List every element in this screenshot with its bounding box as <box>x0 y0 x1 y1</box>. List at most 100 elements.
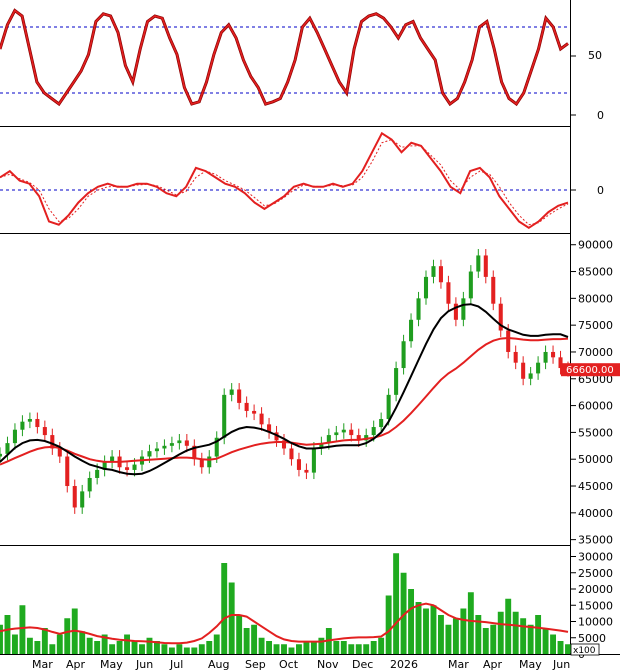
candle-body <box>12 429 17 444</box>
volume-bar <box>79 631 86 654</box>
volume-bar <box>4 615 11 654</box>
volume-bar <box>41 628 48 654</box>
volume-tick-label: 25000 <box>578 567 613 580</box>
volume-bar <box>213 634 220 654</box>
oscillator-signal-line <box>0 139 569 226</box>
volume-bar <box>266 641 273 654</box>
volume-bar <box>236 615 243 654</box>
volume-bar <box>557 641 564 654</box>
last-price-tag: 66600.00 <box>561 363 620 377</box>
candle-body <box>401 341 406 369</box>
volume-bar <box>168 647 175 654</box>
volume-y-axis: 300002500020000150001000050000 <box>570 551 613 661</box>
volume-bar <box>512 611 519 654</box>
x-tick-label: Mar <box>32 658 53 671</box>
volume-bar <box>467 592 474 654</box>
volume-bar <box>273 644 280 654</box>
volume-bar <box>452 618 459 654</box>
candle-body <box>423 276 429 299</box>
price-tick-label: 80000 <box>578 292 613 305</box>
candle-body <box>177 440 182 444</box>
candle-body <box>95 469 100 478</box>
x-tick-label: Mar <box>448 658 469 671</box>
oscillator-tick-label: 0 <box>597 184 604 197</box>
volume-bar <box>198 644 205 654</box>
x-tick-label: Apr <box>66 658 86 671</box>
volume-tick-label: 30000 <box>578 551 613 564</box>
volume-tick-label: 15000 <box>578 599 613 612</box>
candle-body <box>184 440 189 446</box>
volume-bar <box>482 628 489 654</box>
candle-body <box>267 424 272 433</box>
candle-body <box>409 319 414 342</box>
candle-body <box>237 389 242 403</box>
candle-body <box>386 394 391 419</box>
candle-body <box>72 486 77 508</box>
candle-body <box>87 477 92 492</box>
volume-unit-label: x100 <box>570 643 600 656</box>
x-tick-label: Dec <box>352 658 373 671</box>
candle-body <box>207 456 212 468</box>
candle-body <box>394 368 399 395</box>
candle-body <box>461 298 466 320</box>
volume-unit-text: x100 <box>573 646 596 656</box>
volume-bar <box>542 628 549 654</box>
candle-body <box>65 456 70 487</box>
volume-bar <box>355 644 362 654</box>
price-tick-label: 45000 <box>578 480 613 493</box>
volume-bar <box>191 647 198 654</box>
candle-body <box>483 255 488 277</box>
volume-bar <box>430 605 437 654</box>
price-tick-label: 75000 <box>578 319 613 332</box>
candle-body <box>551 351 556 358</box>
volume-bar <box>378 637 385 654</box>
x-tick-label: Jul <box>169 658 183 671</box>
candle-body <box>311 448 316 473</box>
price-tick-label: 90000 <box>578 239 613 252</box>
stoch-line <box>0 9 569 106</box>
x-tick-label: Nov <box>317 658 339 671</box>
volume-bar <box>288 647 295 654</box>
volume-bar <box>460 608 467 654</box>
volume-bar <box>535 615 542 654</box>
moving-average-long-line <box>0 336 569 466</box>
candle-body <box>296 459 301 470</box>
volume-tick-label: 5000 <box>578 632 606 645</box>
candle-body <box>222 394 227 438</box>
volume-tick-label: 10000 <box>578 616 613 629</box>
volume-bar <box>94 641 101 654</box>
candle-body <box>498 303 503 331</box>
volume-bar <box>295 644 302 654</box>
volume-bar <box>228 582 235 654</box>
volume-unit-box <box>570 643 600 656</box>
candle-body <box>244 402 249 411</box>
last-price-tag-box <box>561 363 620 377</box>
candle-body <box>319 443 324 449</box>
x-tick-label: Sep <box>245 658 266 671</box>
volume-bar <box>370 641 377 654</box>
volume-bar <box>505 598 512 654</box>
volume-bar <box>34 641 41 654</box>
candle-body <box>513 351 518 363</box>
volume-bar <box>161 644 168 654</box>
candle-body <box>102 461 107 470</box>
volume-bar <box>437 615 444 654</box>
volume-panel <box>0 553 571 654</box>
volume-bar <box>445 624 452 654</box>
candle-body <box>349 429 354 436</box>
volume-bar <box>318 637 325 654</box>
volume-bar <box>400 572 407 654</box>
oscillator-line <box>0 131 569 229</box>
volume-bar <box>565 644 571 654</box>
volume-bar <box>116 641 123 654</box>
candle-body <box>50 435 55 449</box>
volume-bar <box>423 608 429 654</box>
stoch-tick-label: 50 <box>588 49 602 62</box>
candle-body <box>326 435 331 444</box>
candle-body <box>438 266 443 283</box>
volume-bar <box>527 624 534 654</box>
candle-body <box>192 445 197 460</box>
volume-bar <box>146 637 153 654</box>
price-panel <box>0 249 571 514</box>
